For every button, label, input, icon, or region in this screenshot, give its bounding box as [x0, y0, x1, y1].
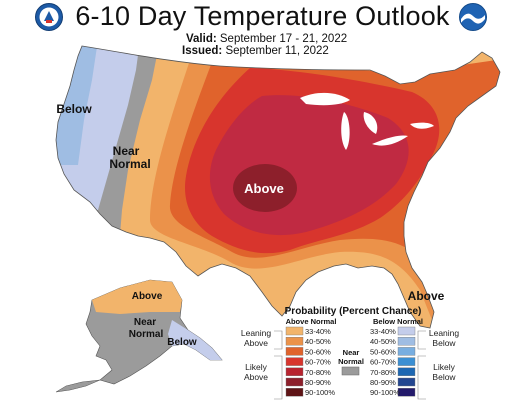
lake-superior — [300, 92, 350, 106]
commerce-seal-logo — [35, 3, 63, 31]
legend-likely-above-1: Likely — [245, 362, 267, 372]
legend-below-swatch-5 — [397, 377, 416, 387]
legend-above-swatch-0 — [285, 326, 304, 336]
label-west-below: Below — [56, 102, 92, 116]
issued-line: Issued: September 11, 2022 — [182, 45, 329, 57]
legend-below-header: Below Normal — [373, 317, 423, 326]
leaning-above-bracket — [274, 330, 283, 350]
below-40-50-zone — [56, 46, 98, 165]
legend-likely-below-1: Likely — [433, 362, 455, 372]
probability-legend: Probability (Percent Chance) Above Norma… — [241, 306, 460, 400]
legend-above-swatch-6 — [285, 388, 304, 397]
legend-likely-below-2: Below — [432, 372, 456, 382]
label-west-near: Near — [113, 144, 140, 158]
label-alaska-normal: Normal — [129, 329, 164, 340]
legend-below-label-3: 60-70% — [370, 358, 396, 367]
label-alaska-above: Above — [132, 291, 163, 302]
lake-michigan — [341, 112, 350, 150]
alaska-below-zone — [168, 320, 222, 360]
valid-line: Valid: September 17 - 21, 2022 — [186, 33, 347, 45]
issued-label: Issued: — [182, 45, 223, 57]
label-west-normal: Normal — [109, 157, 150, 171]
legend-leaning-below-1: Leaning — [429, 328, 460, 338]
label-alaska-below: Below — [167, 337, 197, 348]
legend-above-label-6: 90-100% — [305, 388, 335, 397]
legend-below-label-4: 70-80% — [370, 368, 396, 377]
aleutian-islands — [55, 379, 101, 393]
legend-title: Probability (Percent Chance) — [285, 306, 422, 317]
conus-outline — [55, 45, 501, 329]
lake-huron — [363, 112, 378, 134]
legend-below-bins: 33-40%40-50%50-60% 60-70%70-80%80-90%90-1… — [370, 326, 416, 397]
valid-dates: September 17 - 21, 2022 — [219, 33, 348, 45]
legend-below-swatch-1 — [397, 337, 416, 346]
legend-normal-label: Normal — [338, 357, 364, 366]
likely-above-bracket — [274, 355, 283, 400]
legend-above-label-5: 80-90% — [305, 378, 331, 387]
legend-above-label-2: 50-60% — [305, 347, 331, 356]
legend-above-label-1: 40-50% — [305, 337, 331, 346]
legend-below-label-0: 33-40% — [370, 327, 396, 336]
lake-erie — [372, 135, 408, 146]
legend-above-swatch-5 — [285, 377, 304, 387]
legend-below-label-5: 80-90% — [370, 378, 396, 387]
legend-above-swatch-3 — [285, 357, 304, 366]
legend-below-swatch-3 — [397, 357, 416, 366]
lake-ontario — [410, 122, 434, 129]
legend-below-label-1: 40-50% — [370, 337, 396, 346]
label-central-above: Above — [244, 181, 284, 196]
legend-below-swatch-6 — [397, 388, 416, 397]
legend-above-header: Above Normal — [286, 317, 337, 326]
legend-leaning-above-1: Leaning — [241, 328, 272, 338]
alaska-region — [55, 279, 223, 393]
legend-leaning-above-2: Above — [244, 338, 268, 348]
legend-above-swatch-4 — [285, 367, 304, 376]
label-alaska-near: Near — [134, 317, 156, 328]
legend-leaning-below-2: Below — [432, 338, 456, 348]
legend-above-label-3: 60-70% — [305, 358, 331, 367]
alaska-above-zone — [92, 280, 182, 314]
legend-above-label-0: 33-40% — [305, 327, 331, 336]
page-title: 6-10 Day Temperature Outlook — [75, 1, 450, 31]
likely-below-bracket — [417, 355, 426, 400]
legend-above-bins: 33-40%40-50%50-60% 60-70%70-80%80-90%90-1… — [285, 326, 335, 397]
legend-likely-above-2: Above — [244, 372, 268, 382]
legend-above-swatch-1 — [285, 337, 304, 346]
legend-below-swatch-0 — [397, 326, 416, 336]
legend-below-label-6: 90-100% — [370, 388, 400, 397]
issued-date: September 11, 2022 — [225, 45, 329, 57]
valid-label: Valid: — [186, 33, 217, 45]
label-florida-above: Above — [408, 289, 445, 303]
above-80-90-zone — [233, 164, 297, 212]
legend-above-swatch-2 — [285, 347, 304, 356]
legend-near-normal-swatch — [341, 366, 360, 376]
legend-below-swatch-4 — [397, 367, 416, 376]
legend-above-label-4: 70-80% — [305, 368, 331, 377]
leaning-below-bracket — [417, 330, 426, 350]
legend-below-swatch-2 — [397, 347, 416, 356]
noaa-logo — [459, 3, 487, 31]
legend-below-label-2: 50-60% — [370, 347, 396, 356]
legend-brackets — [274, 330, 426, 400]
legend-near-label: Near — [343, 348, 360, 357]
